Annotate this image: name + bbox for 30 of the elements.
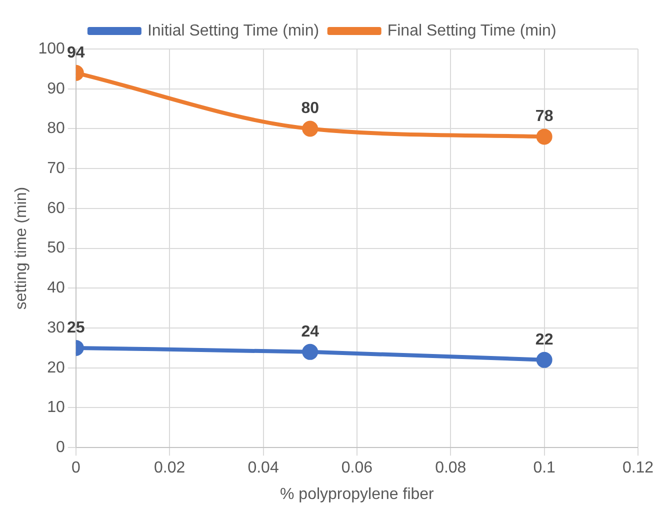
y-tick-label: 0 [56,439,65,456]
y-tick-label: 30 [47,319,65,336]
x-axis-title: % polypropylene fiber [280,486,435,503]
data-label: 80 [301,100,320,118]
y-tick-label: 10 [47,399,65,416]
x-tick-label: 0.02 [154,460,186,477]
legend-label: Initial Setting Time (min) [147,22,320,40]
y-tick-label: 90 [47,80,65,98]
x-tick-label: 0.06 [341,460,373,477]
legend-label: Final Setting Time (min) [387,22,556,40]
x-tick-label: 0.1 [533,460,556,477]
x-tick-label: 0.08 [435,460,466,477]
y-tick-label: 20 [47,359,65,376]
y-tick-label: 80 [47,120,65,138]
y-tick-label: 60 [47,200,65,217]
data-label: 78 [535,108,554,126]
x-tick-label: 0.04 [248,460,279,477]
data-label: 22 [535,331,554,348]
y-tick-label: 100 [38,40,65,58]
point [536,352,552,368]
data-label: 94 [66,44,85,62]
data-label: 25 [66,319,85,336]
y-tick-label: 40 [47,280,65,297]
y-tick-label: 70 [47,160,65,177]
y-tick-label: 50 [47,240,65,257]
y-axis-title: setting time (min) [13,186,30,310]
x-tick-label: 0.12 [622,460,654,477]
data-label: 24 [301,323,320,340]
x-tick-label: 0 [71,460,80,477]
point [536,128,552,145]
